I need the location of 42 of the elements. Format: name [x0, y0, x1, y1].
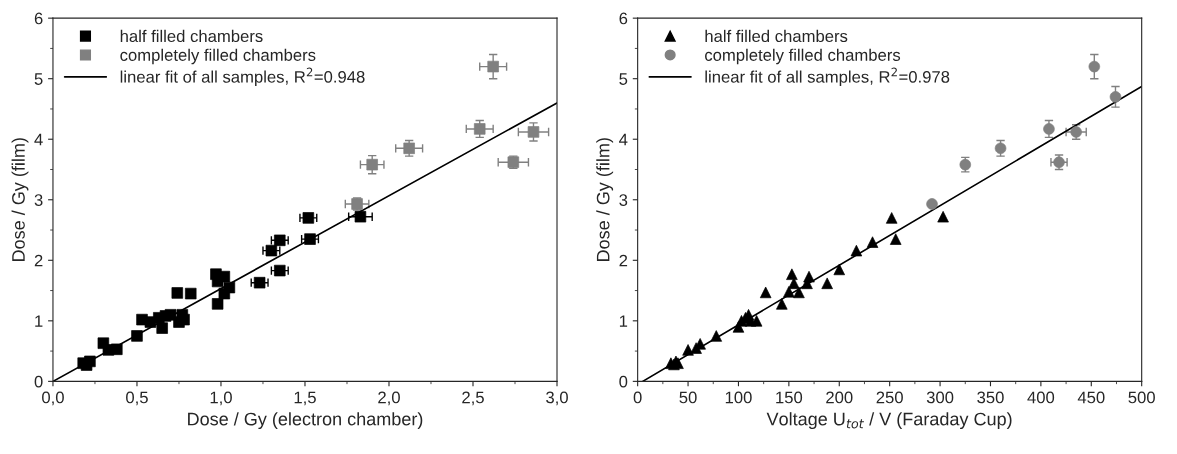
x-tick-label: 3,0	[546, 391, 568, 406]
x-axis-title: Dose / Gy (electron chamber)	[188, 412, 423, 430]
y-axis-title: Dose / Gy (film)	[596, 138, 614, 261]
x-tick-label: 0	[633, 391, 642, 404]
x-axis-title: Voltage U$_{tot}$ / V (Faraday Cup)	[766, 412, 1012, 430]
y-tick-label: 2	[34, 254, 43, 267]
y-tick-label: 5	[619, 73, 628, 85]
legend-label: half filled chambers	[120, 29, 263, 43]
y-tick-label: 1	[619, 315, 628, 327]
x-tick-label: 0,5	[126, 391, 148, 406]
legend-label: linear fit of all samples, R$^{2}$=0.978	[705, 67, 950, 87]
y-tick-label: 3	[34, 194, 43, 206]
x-tick-label: 100	[725, 391, 752, 404]
legend-label: half filled chambers	[705, 29, 848, 43]
legend-label: completely filled chambers	[120, 48, 316, 65]
x-tick-label: 300	[926, 391, 954, 404]
y-tick-label: 4	[619, 133, 628, 146]
x-tick-label: 400	[1027, 391, 1055, 404]
y-axis-title: Dose / Gy (film)	[11, 138, 29, 261]
x-tick-label: 150	[776, 391, 803, 404]
legend-label: completely filled chambers	[705, 48, 901, 65]
legend-label: linear fit of all samples, R$^{2}$=0.948	[120, 67, 365, 87]
x-tick-label: 1,5	[294, 391, 316, 406]
x-tick-label: 350	[977, 391, 1004, 404]
y-tick-label: 6	[34, 12, 43, 25]
y-tick-label: 4	[34, 133, 43, 146]
x-tick-label: 200	[826, 391, 853, 404]
x-tick-label: 2,5	[462, 391, 484, 406]
y-tick-label: 5	[34, 73, 43, 85]
x-tick-label: 50	[679, 391, 697, 404]
y-tick-label: 6	[619, 12, 628, 25]
y-tick-label: 0	[34, 375, 43, 388]
y-tick-label: 2	[619, 254, 628, 267]
x-tick-label: 0,0	[42, 391, 64, 406]
y-tick-label: 3	[619, 194, 628, 206]
y-tick-label: 1	[35, 315, 43, 327]
y-tick-label: 0	[619, 375, 628, 388]
x-tick-label: 2,0	[378, 391, 400, 406]
x-tick-label: 500	[1128, 391, 1155, 404]
x-tick-label: 1,0	[210, 391, 232, 406]
x-tick-label: 450	[1077, 391, 1105, 404]
x-tick-label: 250	[876, 391, 903, 404]
